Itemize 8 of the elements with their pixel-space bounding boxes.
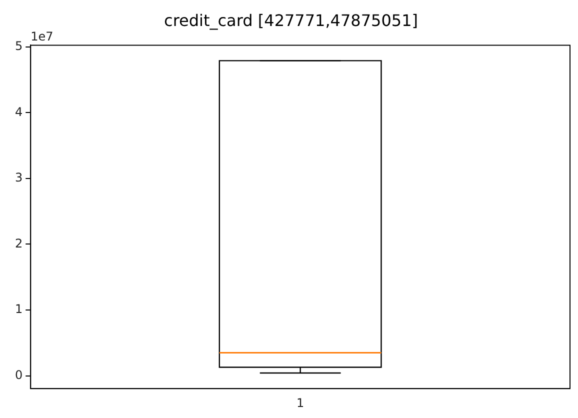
text: 1e7 [30, 29, 54, 44]
y-tick-label: 1 [14, 302, 23, 316]
y-tick-label: 4 [14, 104, 23, 119]
y-tick-label: 2 [14, 236, 23, 250]
y-tick-label: 0 [14, 368, 23, 382]
y-tick-label: 5 [14, 38, 23, 53]
chart-title: credit_card [427771,47875051] [164, 10, 418, 30]
y-tick-label: 3 [14, 170, 23, 185]
